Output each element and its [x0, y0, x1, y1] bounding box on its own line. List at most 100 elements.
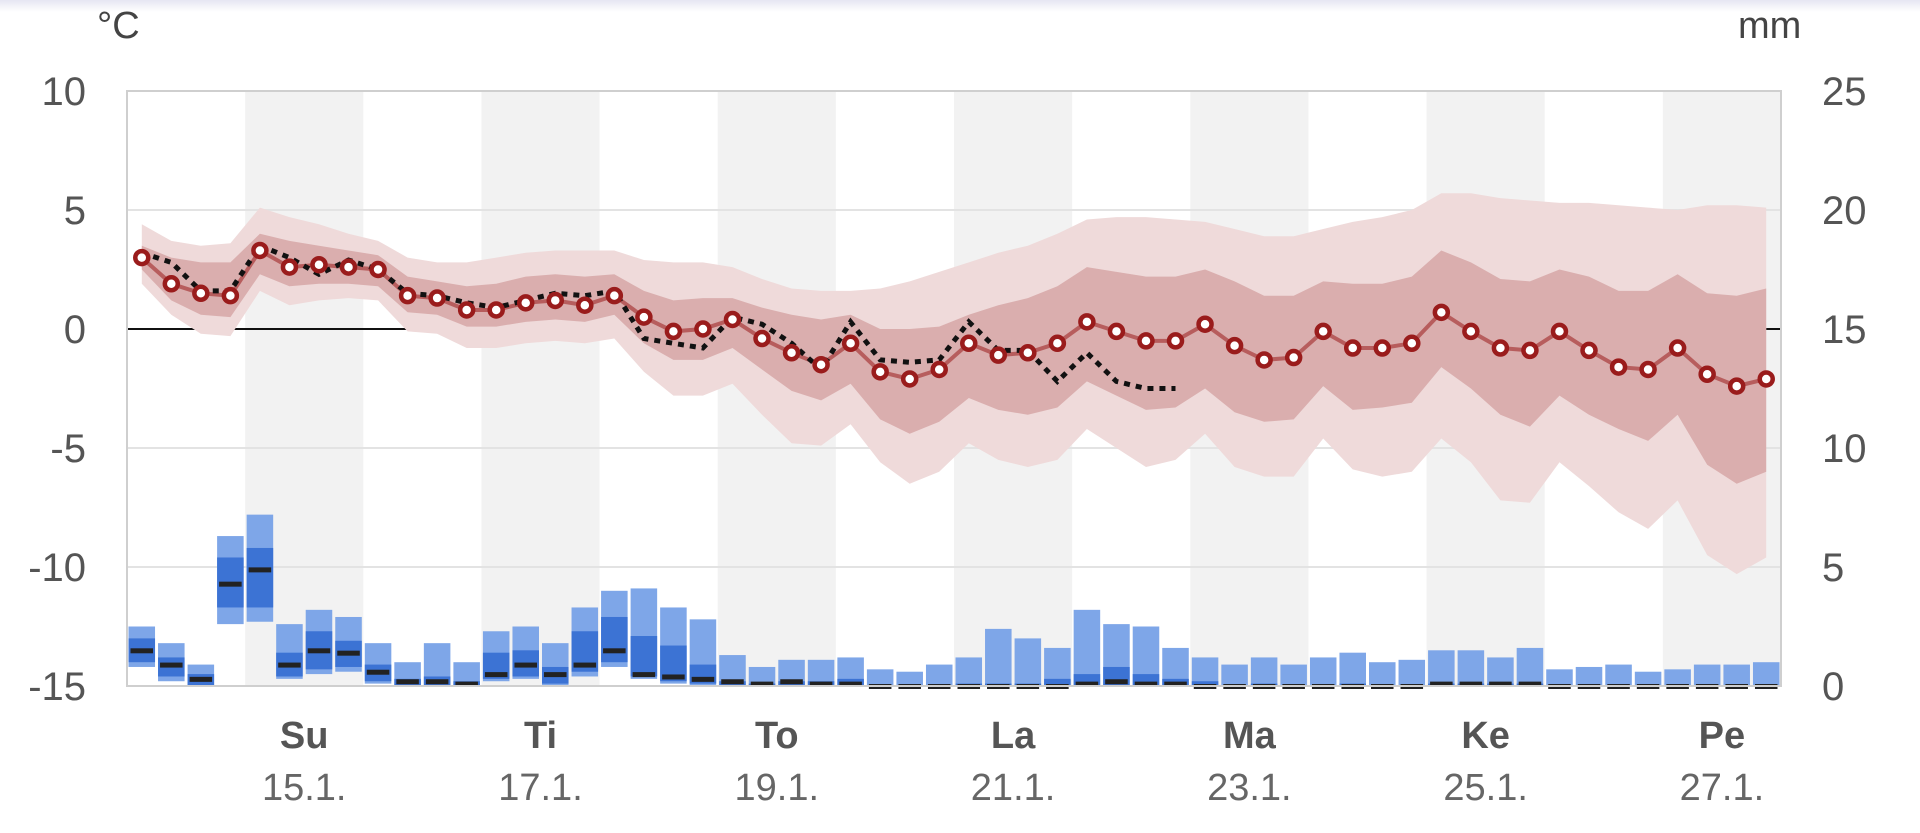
- temperature-point: [664, 322, 683, 341]
- precip-bar-outer: [1369, 662, 1396, 686]
- right-tick-label: 20: [1822, 189, 1867, 233]
- temperature-point: [1255, 351, 1273, 369]
- precip-median-mark: [514, 662, 537, 668]
- x-date-label: 25.1.: [1443, 767, 1528, 809]
- right-y-axis-ticks: 25 20 15 10 5 0: [1822, 70, 1867, 709]
- precip-median-mark: [1489, 681, 1512, 687]
- precip-bar-outer: [1752, 662, 1780, 686]
- observed-temperature-line: [141, 242, 1176, 391]
- temperature-point: [900, 370, 919, 388]
- precip-median-mark: [396, 679, 419, 685]
- x-day-label: Ti: [524, 715, 557, 757]
- left-axis-unit: °C: [97, 5, 140, 47]
- right-axis-unit: mm: [1738, 5, 1801, 47]
- precip-median-mark: [603, 648, 626, 654]
- precip-bar-outer: [1250, 657, 1278, 686]
- temperature-point: [1048, 334, 1067, 353]
- temperature-point: [753, 329, 771, 348]
- temperature-point: [871, 363, 889, 381]
- precip-bar-outer: [1339, 652, 1366, 686]
- precip-bar-inner: [630, 636, 658, 677]
- x-date-label: 19.1.: [735, 767, 820, 809]
- precip-bar-outer: [748, 666, 776, 686]
- temperature-point: [339, 258, 358, 276]
- temperature-point: [723, 310, 742, 329]
- precip-median-mark: [780, 679, 803, 685]
- x-day-label: La: [991, 715, 1036, 757]
- x-day-label: Ma: [1223, 715, 1277, 757]
- temperature-point: [251, 241, 269, 260]
- precip-median-mark: [248, 567, 272, 573]
- temperature-point: [1403, 334, 1421, 353]
- temperature-point: [1019, 344, 1037, 362]
- temperature-point: [1432, 303, 1451, 322]
- precip-median-mark: [1075, 681, 1099, 687]
- temperature-point: [310, 255, 328, 274]
- precip-bar-outer: [866, 669, 894, 686]
- precip-median-mark: [1430, 681, 1453, 687]
- temperature-point: [1462, 322, 1480, 341]
- x-day-label: Su: [280, 715, 329, 757]
- precip-median-mark: [278, 662, 301, 668]
- plot-frame: [126, 90, 1782, 687]
- precip-bar-outer: [1516, 647, 1544, 686]
- precip-bar-outer: [955, 657, 983, 686]
- precip-median-mark: [809, 681, 833, 687]
- precip-median-mark: [160, 662, 183, 668]
- temperature-point: [576, 296, 594, 314]
- temperature-point: [1639, 360, 1657, 379]
- left-tick-label: -5: [50, 427, 86, 471]
- x-date-label: 15.1.: [262, 767, 347, 809]
- precip-median-mark: [1518, 681, 1542, 687]
- precip-bar-inner: [246, 547, 274, 608]
- precip-median-mark: [839, 681, 862, 687]
- precip-bar-outer: [1723, 664, 1750, 686]
- right-tick-label: 10: [1822, 427, 1867, 471]
- temperature-point: [398, 286, 417, 305]
- precip-bar-outer: [1693, 664, 1721, 686]
- precip-bar-outer: [1073, 609, 1101, 686]
- precip-median-mark: [1134, 681, 1158, 687]
- x-date-label: 27.1.: [1680, 767, 1765, 809]
- precip-bar-outer: [1428, 650, 1455, 686]
- precip-bar-outer: [1605, 664, 1632, 686]
- precip-median-mark: [662, 674, 685, 680]
- precip-median-mark: [484, 672, 508, 678]
- temperature-point: [1757, 370, 1775, 388]
- precip-bar-outer: [1487, 657, 1514, 686]
- right-tick-label: 5: [1822, 546, 1844, 590]
- precip-bar-outer: [985, 628, 1012, 686]
- right-tick-label: 15: [1822, 308, 1867, 352]
- temperature-points: [133, 241, 1775, 395]
- temperature-point: [989, 346, 1008, 364]
- precip-bar-outer: [1280, 664, 1307, 686]
- precip-bar-inner: [1044, 678, 1071, 686]
- precip-median-mark: [721, 679, 744, 685]
- right-tick-label: 0: [1822, 665, 1844, 709]
- temperature-point: [605, 286, 624, 305]
- temperature-point: [1314, 322, 1332, 341]
- temperature-point: [1727, 377, 1746, 395]
- temperature-point: [369, 260, 387, 279]
- precip-median-mark: [691, 676, 715, 682]
- precip-bar-inner: [1191, 681, 1219, 686]
- precip-bar-inner: [1073, 674, 1101, 686]
- left-y-axis-ticks: 10 5 0 -5 -10 -15: [28, 70, 86, 709]
- right-tick-label: 25: [1822, 70, 1867, 114]
- temperature-point: [1166, 332, 1185, 350]
- temperature-point: [1668, 339, 1687, 357]
- temperature-point: [546, 291, 565, 310]
- precip-median-mark: [573, 662, 597, 668]
- precip-bar-inner: [1132, 674, 1160, 686]
- top-shadow: [0, 0, 1920, 12]
- precip-bar-outer: [1664, 669, 1691, 686]
- left-tick-label: 5: [64, 189, 86, 233]
- temperature-point: [930, 360, 948, 379]
- temperature-point: [694, 320, 712, 338]
- precip-median-mark: [425, 679, 449, 685]
- precip-bar-inner: [601, 616, 628, 663]
- temperature-point: [162, 275, 181, 293]
- precip-bar-outer: [1221, 664, 1248, 686]
- precipitation-bars: [128, 514, 1780, 689]
- temperature-point: [960, 334, 978, 353]
